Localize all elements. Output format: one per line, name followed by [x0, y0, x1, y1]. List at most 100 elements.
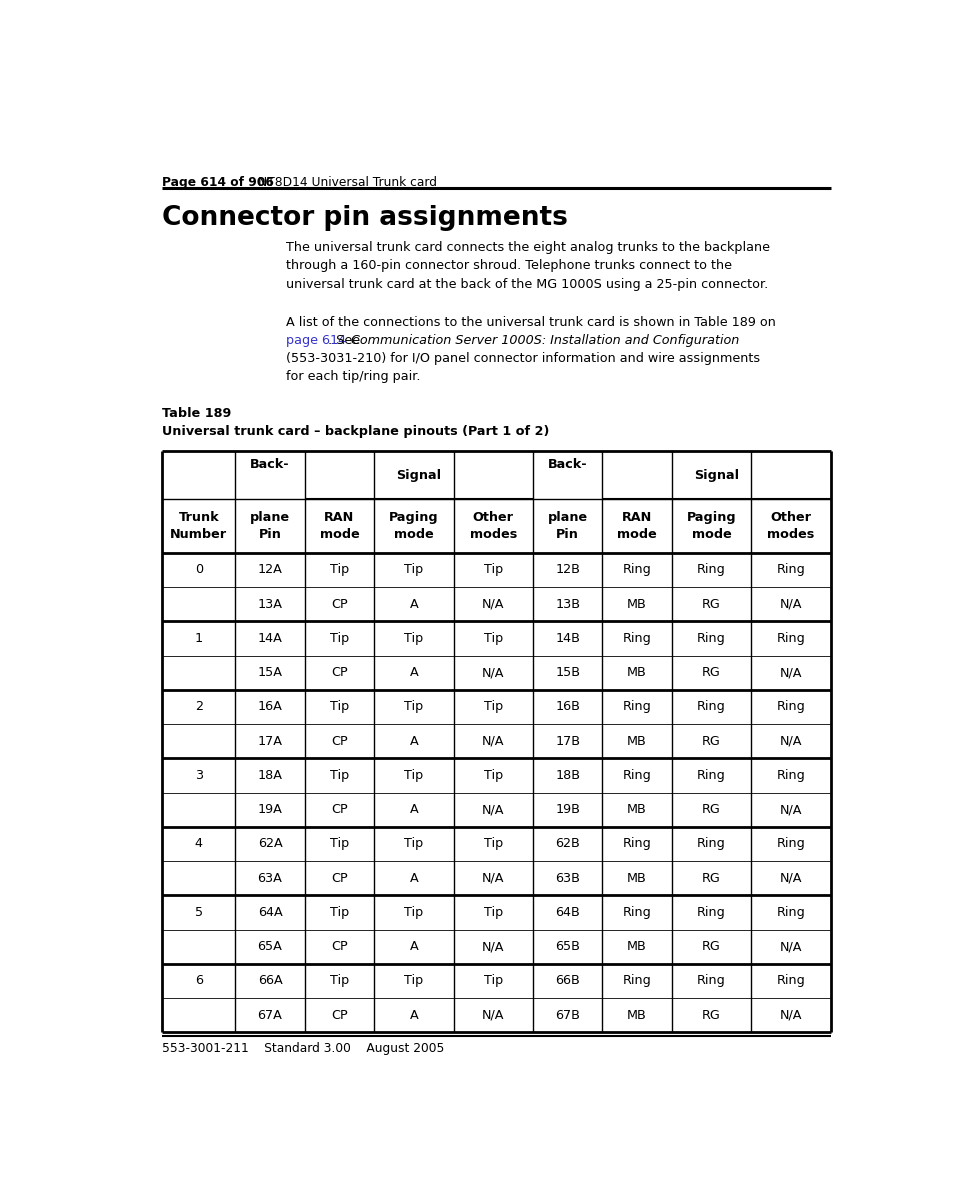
Text: A: A [409, 871, 417, 885]
Text: Tip: Tip [330, 769, 349, 783]
Text: N/A: N/A [481, 597, 504, 611]
Text: 553-3001-211    Standard 3.00    August 2005: 553-3001-211 Standard 3.00 August 2005 [162, 1042, 444, 1055]
Text: Paging
mode: Paging mode [389, 511, 438, 541]
Text: plane
Pin: plane Pin [250, 511, 290, 541]
Text: CP: CP [331, 666, 348, 679]
Text: Paging
mode: Paging mode [686, 511, 736, 541]
Text: Ring: Ring [622, 701, 651, 714]
Text: 15A: 15A [257, 666, 282, 679]
Text: RG: RG [701, 1008, 720, 1022]
Text: MB: MB [626, 871, 646, 885]
Text: 2: 2 [194, 701, 203, 714]
Text: Back-: Back- [547, 458, 587, 470]
Text: RG: RG [701, 871, 720, 885]
Text: A list of the connections to the universal trunk card is shown in Table 189 on: A list of the connections to the univers… [285, 316, 775, 329]
Text: 0: 0 [194, 564, 203, 577]
Text: through a 160-pin connector shroud. Telephone trunks connect to the: through a 160-pin connector shroud. Tele… [285, 260, 731, 273]
Text: 17A: 17A [257, 734, 282, 748]
Text: 18A: 18A [257, 769, 282, 783]
Text: 62A: 62A [257, 838, 282, 851]
Text: Ring: Ring [622, 975, 651, 987]
Text: Tip: Tip [483, 975, 502, 987]
Text: MB: MB [626, 803, 646, 816]
Text: Tip: Tip [404, 564, 423, 577]
Text: 12A: 12A [257, 564, 282, 577]
Text: The universal trunk card connects the eight analog trunks to the backplane: The universal trunk card connects the ei… [285, 242, 769, 255]
Text: Ring: Ring [697, 906, 725, 920]
Text: 3: 3 [194, 769, 203, 783]
Text: N/A: N/A [779, 803, 801, 816]
Text: Tip: Tip [483, 838, 502, 851]
Text: Tip: Tip [330, 906, 349, 920]
Text: N/A: N/A [779, 1008, 801, 1022]
Text: Ring: Ring [622, 632, 651, 645]
Text: RG: RG [701, 803, 720, 816]
Text: Ring: Ring [697, 975, 725, 987]
Text: Tip: Tip [330, 838, 349, 851]
Text: Back-: Back- [250, 458, 290, 470]
Text: 66B: 66B [555, 975, 579, 987]
Text: Tip: Tip [483, 564, 502, 577]
Text: RG: RG [701, 734, 720, 748]
Text: 14B: 14B [555, 632, 579, 645]
Text: Ring: Ring [697, 701, 725, 714]
Text: Ring: Ring [776, 975, 804, 987]
Text: CP: CP [331, 803, 348, 816]
Text: Ring: Ring [776, 701, 804, 714]
Text: RG: RG [701, 940, 720, 953]
Text: Connector pin assignments: Connector pin assignments [162, 206, 567, 231]
Text: RG: RG [701, 666, 720, 679]
Text: universal trunk card at the back of the MG 1000S using a 25-pin connector.: universal trunk card at the back of the … [285, 278, 767, 291]
Text: CP: CP [331, 1008, 348, 1022]
Text: Tip: Tip [404, 838, 423, 851]
Text: N/A: N/A [481, 940, 504, 953]
Text: NT8D14 Universal Trunk card: NT8D14 Universal Trunk card [258, 175, 436, 189]
Text: 64A: 64A [257, 906, 282, 920]
Text: Table 189: Table 189 [162, 407, 232, 419]
Text: Ring: Ring [697, 769, 725, 783]
Text: 4: 4 [194, 838, 203, 851]
Text: N/A: N/A [779, 871, 801, 885]
Text: CP: CP [331, 734, 348, 748]
Text: 5: 5 [194, 906, 203, 920]
Text: Tip: Tip [483, 906, 502, 920]
Text: A: A [409, 597, 417, 611]
Text: N/A: N/A [779, 734, 801, 748]
Text: 19B: 19B [555, 803, 579, 816]
Text: A: A [409, 940, 417, 953]
Text: Ring: Ring [776, 769, 804, 783]
Text: Tip: Tip [404, 632, 423, 645]
Text: MB: MB [626, 597, 646, 611]
Text: Ring: Ring [697, 564, 725, 577]
Text: 16B: 16B [555, 701, 579, 714]
Text: 12B: 12B [555, 564, 579, 577]
Text: MB: MB [626, 666, 646, 679]
Text: Communication Server 1000S: Installation and Configuration: Communication Server 1000S: Installation… [351, 334, 739, 347]
Text: Tip: Tip [404, 769, 423, 783]
Text: Ring: Ring [697, 632, 725, 645]
Text: Tip: Tip [483, 632, 502, 645]
Text: RAN
mode: RAN mode [617, 511, 657, 541]
Text: Ring: Ring [622, 769, 651, 783]
Text: Other
modes: Other modes [469, 511, 517, 541]
Text: 17B: 17B [555, 734, 579, 748]
Text: A: A [409, 666, 417, 679]
Text: N/A: N/A [481, 666, 504, 679]
Text: Trunk
Number: Trunk Number [170, 511, 227, 541]
Text: Tip: Tip [330, 701, 349, 714]
Text: Tip: Tip [404, 906, 423, 920]
Text: 13A: 13A [257, 597, 282, 611]
Text: 13B: 13B [555, 597, 579, 611]
Text: Signal: Signal [693, 469, 739, 482]
Text: 63B: 63B [555, 871, 579, 885]
Text: 6: 6 [194, 975, 203, 987]
Text: Ring: Ring [776, 564, 804, 577]
Text: CP: CP [331, 871, 348, 885]
Text: 67A: 67A [257, 1008, 282, 1022]
Text: Ring: Ring [697, 838, 725, 851]
Text: for each tip/ring pair.: for each tip/ring pair. [285, 370, 419, 383]
Text: 1: 1 [194, 632, 203, 645]
Text: page 614: page 614 [285, 334, 345, 347]
Text: Signal: Signal [395, 469, 441, 482]
Text: plane
Pin: plane Pin [547, 511, 587, 541]
